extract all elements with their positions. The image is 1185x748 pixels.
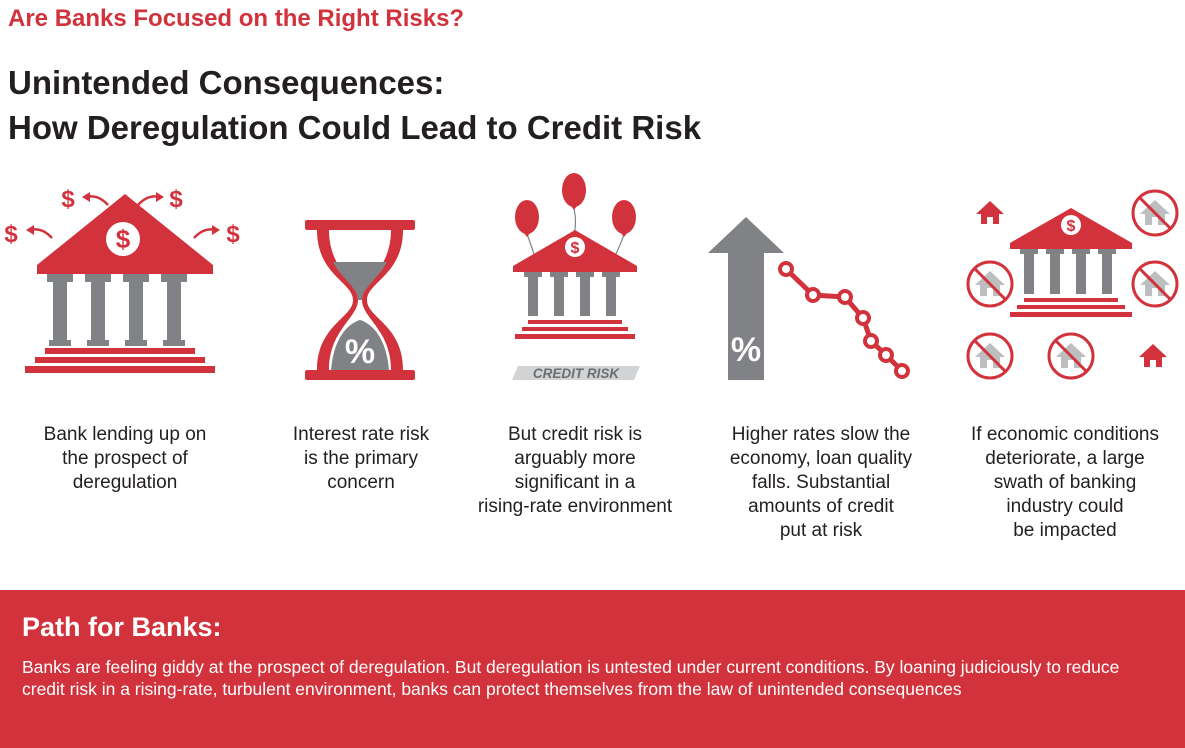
hourglass-percent-glyph: %: [345, 333, 375, 371]
crossed-house-icon: [1133, 191, 1177, 235]
dollar-sign: $: [4, 221, 18, 248]
crossed-house-icon: [1133, 262, 1177, 306]
title-line-1: Unintended Consequences:: [8, 64, 445, 101]
arrow-percent-glyph: %: [731, 331, 761, 369]
caption-step-4: Higher rates slow the economy, loan qual…: [729, 424, 913, 541]
hourglass-icon: %: [305, 220, 415, 380]
bank-dollar-glyph: $: [1067, 218, 1076, 235]
caption-step-2: Interest rate risk is the primary concer…: [292, 424, 430, 493]
title-line-2: How Deregulation Could Lead to Credit Ri…: [8, 109, 702, 146]
bank-dollar-glyph: $: [571, 240, 580, 257]
red-house-icon: [1139, 344, 1167, 367]
crossed-house-icon: [968, 262, 1012, 306]
path-heading: Path for Banks:: [22, 612, 222, 642]
credit-risk-sign: CREDIT RISK: [533, 366, 621, 381]
path-body: Banks are feeling giddy at the prospect …: [22, 657, 1120, 699]
dollar-sign: $: [61, 186, 75, 213]
dollar-sign: $: [226, 221, 240, 248]
bank-with-balloons-icon: $ CREDIT RISK: [512, 173, 640, 381]
page-title: Unintended Consequences: How Deregulatio…: [8, 60, 701, 150]
caption-step-5: If economic conditions deteriorate, a la…: [971, 424, 1159, 541]
path-for-banks-panel: Path for Banks: Banks are feeling giddy …: [0, 590, 1185, 748]
red-house-icon: [976, 201, 1004, 224]
dollar-sign: $: [169, 186, 183, 213]
bank-with-dollars-icon: $ $ $ $ $: [4, 186, 240, 373]
rising-rates-falling-quality-icon: %: [708, 217, 910, 380]
crossed-house-icon: [968, 334, 1012, 378]
kicker-title: Are Banks Focused on the Right Risks?: [8, 5, 465, 32]
crossed-house-icon: [1049, 334, 1093, 378]
bank-dollar-glyph: $: [116, 224, 131, 254]
bank-with-crossed-houses-icon: $: [960, 188, 1185, 383]
caption-step-1: Bank lending up on the prospect of dereg…: [43, 424, 207, 493]
caption-step-3: But credit risk is arguably more signifi…: [477, 424, 673, 517]
